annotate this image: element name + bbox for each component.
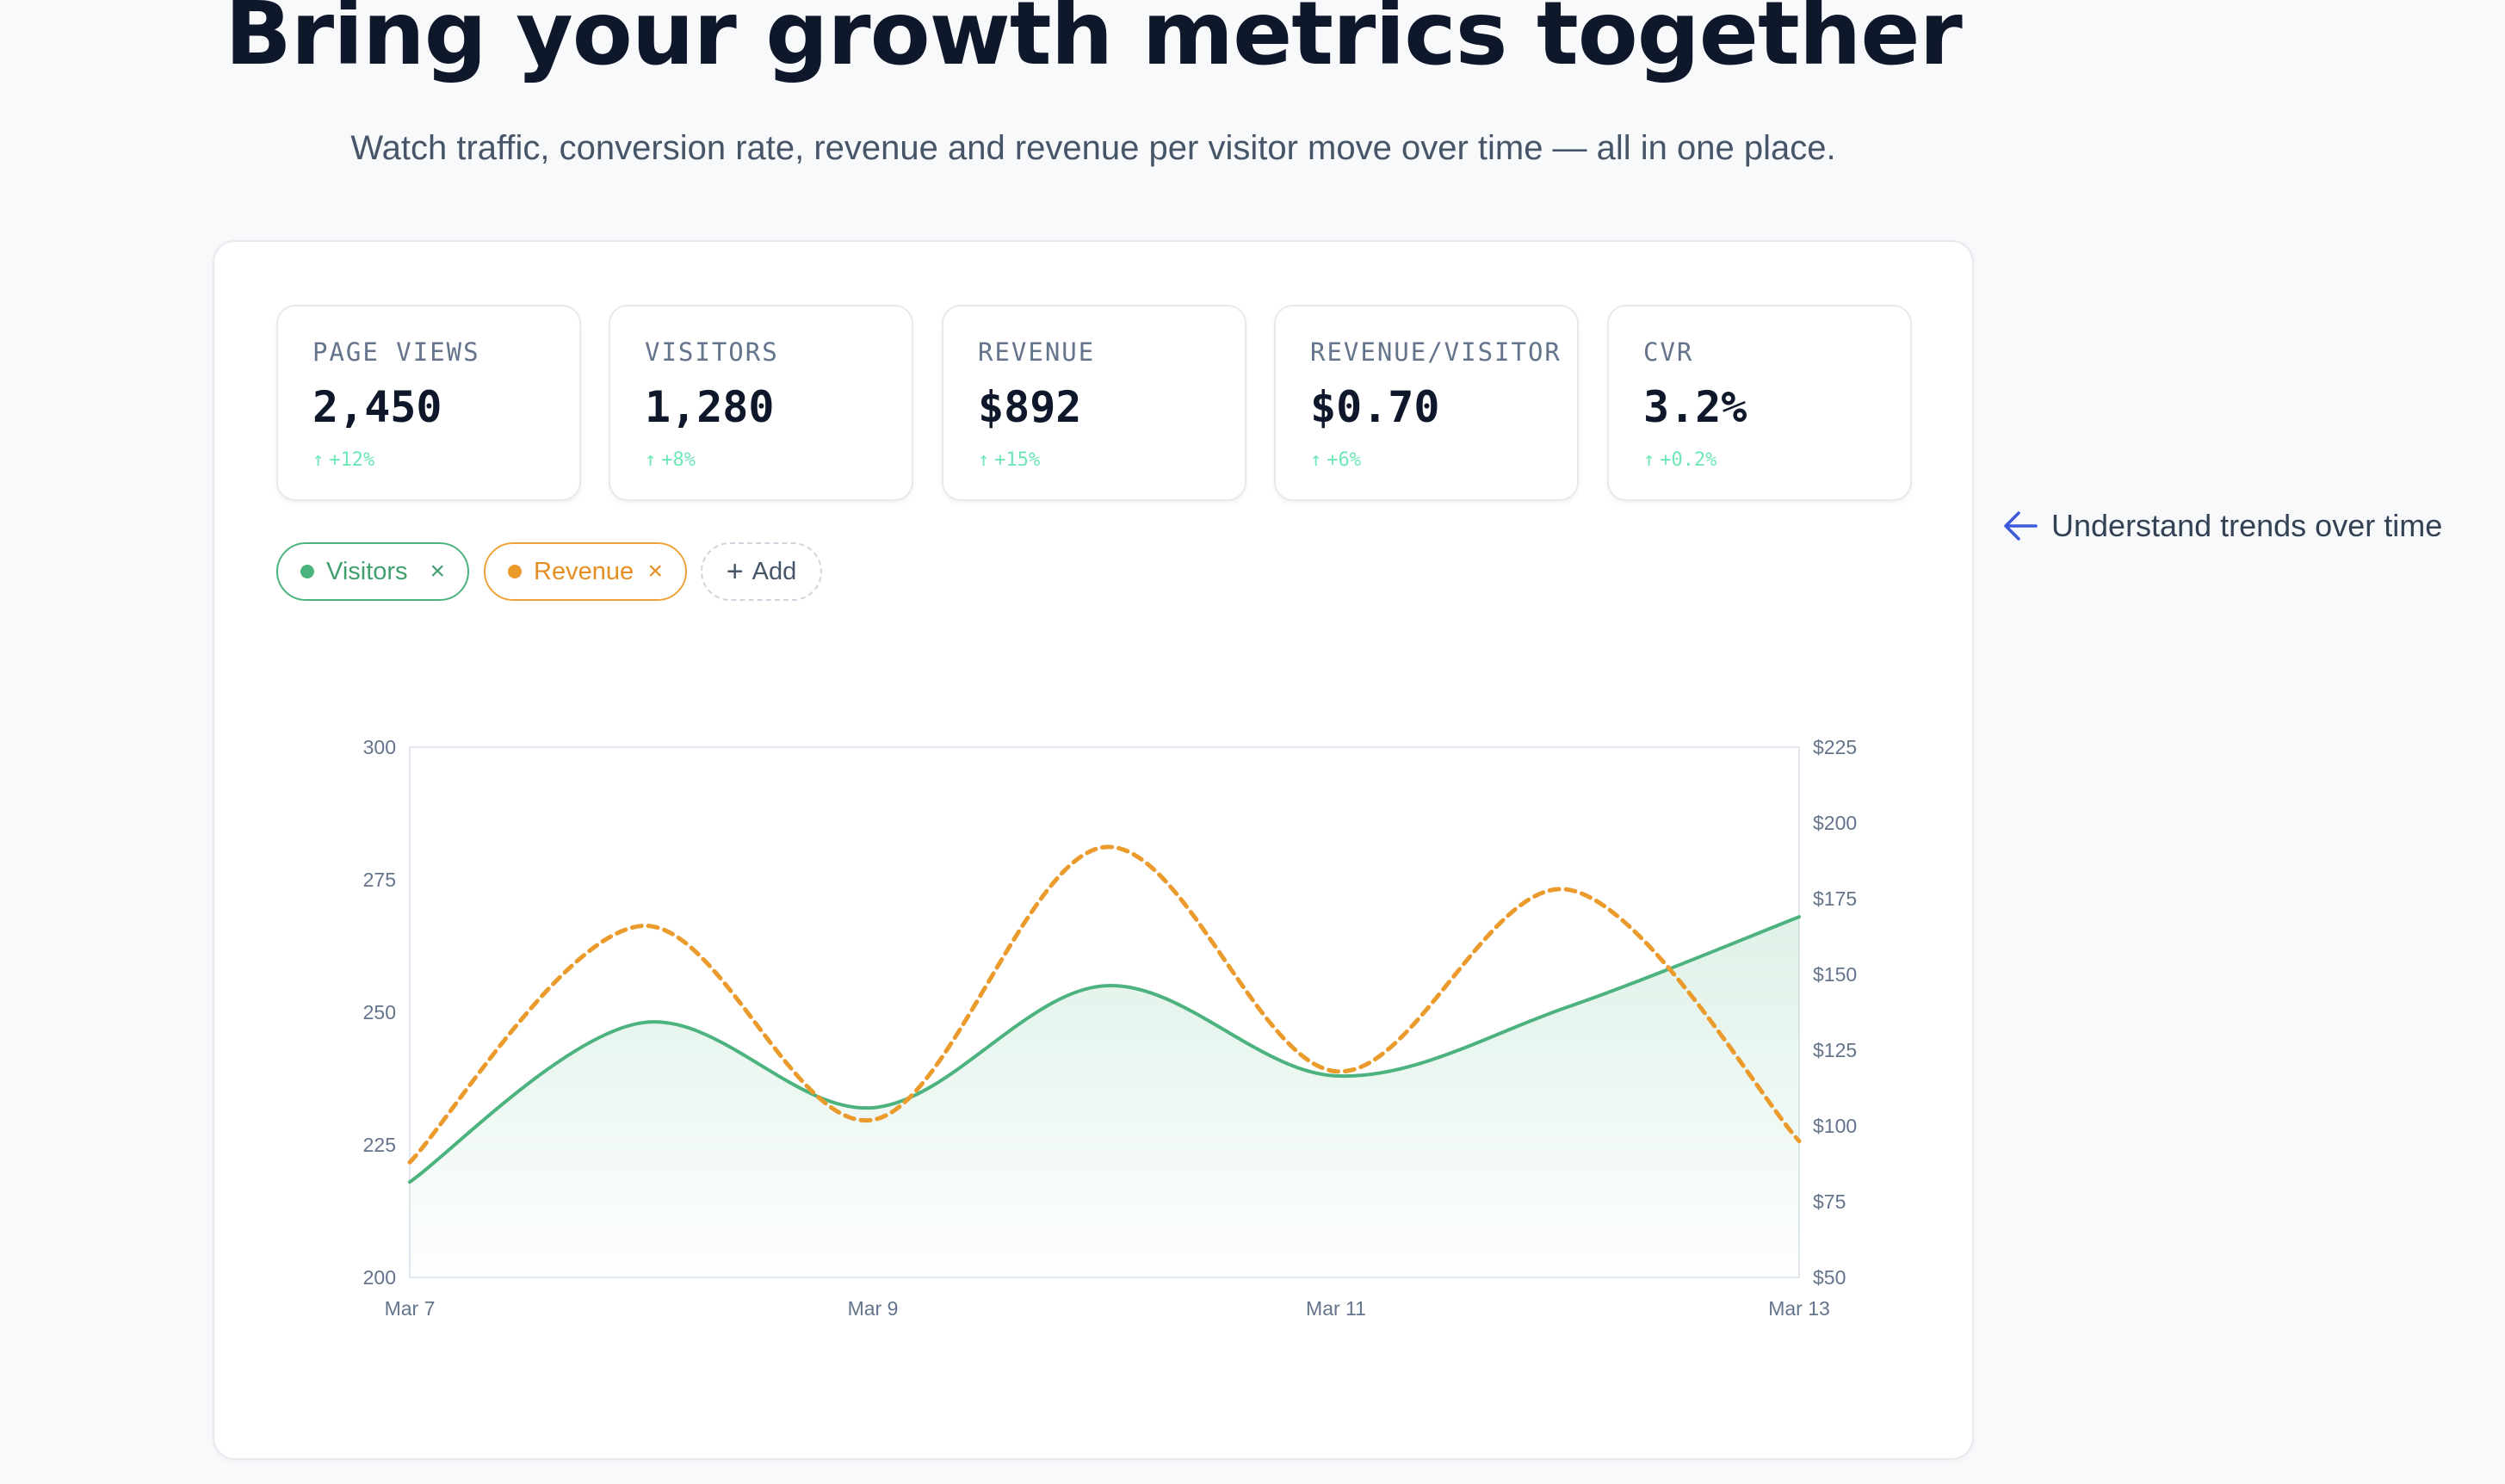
x-tick-label: Mar 13 — [1768, 1297, 1830, 1320]
kpi-label: PAGE VIEWS — [312, 337, 480, 367]
page-title: Bring your growth metrics together — [225, 0, 1963, 85]
y-left-tick-label: 250 — [363, 1001, 396, 1023]
arrow-up-icon: ↑ — [978, 449, 990, 471]
arrow-up-icon: ↑ — [312, 449, 325, 471]
x-tick-label: Mar 7 — [385, 1297, 436, 1320]
y-left-tick-label: 275 — [363, 869, 396, 891]
callout-text: Understand trends over time — [2051, 508, 2443, 543]
kpi-value: $0.70 — [1310, 382, 1440, 432]
kpi-card-visitors[interactable]: VISITORS 1,280 ↑ +8% — [609, 305, 913, 501]
y-right-tick-label: $125 — [1813, 1039, 1857, 1061]
y-left-tick-label: 300 — [363, 736, 396, 758]
y-right-tick-label: $100 — [1813, 1115, 1857, 1137]
y-right-tick-label: $200 — [1813, 812, 1857, 834]
kpi-card-revenue[interactable]: REVENUE $892 ↑ +15% — [942, 305, 1246, 501]
kpi-label: VISITORS — [645, 337, 779, 367]
chip-label: Visitors — [326, 557, 408, 585]
x-tick-label: Mar 9 — [848, 1297, 899, 1320]
kpi-card-cvr[interactable]: CVR 3.2% ↑ +0.2% — [1607, 305, 1912, 501]
y-right-tick-label: $75 — [1813, 1190, 1846, 1213]
y-left-tick-label: 225 — [363, 1134, 396, 1156]
y-right-tick-label: $225 — [1813, 736, 1857, 758]
filter-chip-revenue[interactable]: Revenue × — [484, 542, 687, 601]
visitors-area — [410, 917, 1799, 1277]
filter-chip-visitors[interactable]: Visitors × — [276, 542, 469, 601]
y-right-tick-label: $50 — [1813, 1266, 1846, 1289]
kpi-change: ↑ +15% — [978, 449, 1041, 471]
line-chart: 200 225 250 275 300 $50 $75 $100 $125 $150 $175 $20… — [363, 736, 1858, 1320]
kpi-value: $892 — [978, 382, 1082, 432]
visitors-line — [408, 915, 1801, 1184]
y-right-tick-label: $150 — [1813, 963, 1857, 986]
plus-icon: + — [726, 555, 744, 588]
close-icon[interactable]: × — [647, 557, 663, 585]
y-left-tick-label: 200 — [363, 1266, 396, 1289]
add-label: Add — [752, 557, 797, 585]
metrics-card: PAGE VIEWS 2,450 ↑ +12% VISITORS 1,280 ↑ +… — [213, 240, 1974, 1460]
kpi-label: REVENUE/VISITOR — [1310, 337, 1562, 367]
trends-callout: Understand trends over time — [2001, 504, 2442, 548]
series-dot-icon — [300, 565, 314, 578]
chip-label: Revenue — [534, 557, 634, 585]
series-dot-icon — [508, 565, 522, 578]
page-subtitle: Watch traffic, conversion rate, revenue … — [350, 129, 1836, 167]
kpi-value: 3.2% — [1643, 382, 1747, 432]
arrow-left-icon — [2004, 511, 2038, 541]
kpi-card-revenue-per-visitor[interactable]: REVENUE/VISITOR $0.70 ↑ +6% — [1274, 305, 1579, 501]
close-icon[interactable]: × — [430, 557, 445, 585]
arrow-up-icon: ↑ — [645, 449, 657, 471]
arrow-up-icon: ↑ — [1643, 449, 1655, 471]
kpi-change: ↑ +12% — [312, 449, 375, 471]
kpi-change: ↑ +0.2% — [1643, 449, 1717, 471]
kpi-value: 1,280 — [645, 382, 775, 432]
kpi-change: ↑ +8% — [645, 449, 696, 471]
x-tick-label: Mar 11 — [1306, 1297, 1366, 1320]
y-right-tick-label: $175 — [1813, 887, 1857, 910]
kpi-label: CVR — [1643, 337, 1694, 367]
kpi-change: ↑ +6% — [1310, 449, 1361, 471]
kpi-card-page-views[interactable]: PAGE VIEWS 2,450 ↑ +12% — [276, 305, 581, 501]
kpi-label: REVENUE — [978, 337, 1096, 367]
add-metric-button[interactable]: + Add — [701, 542, 822, 601]
revenue-line — [407, 844, 1802, 1165]
arrow-up-icon: ↑ — [1310, 449, 1322, 471]
kpi-value: 2,450 — [312, 382, 442, 432]
